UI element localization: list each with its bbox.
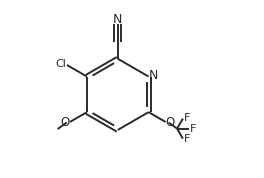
Text: N: N — [148, 69, 158, 82]
Text: F: F — [184, 113, 190, 123]
Text: O: O — [166, 116, 175, 129]
Text: Cl: Cl — [56, 59, 67, 69]
Text: O: O — [60, 116, 70, 129]
Text: N: N — [113, 13, 122, 26]
Text: F: F — [190, 124, 196, 134]
Text: F: F — [184, 134, 190, 144]
